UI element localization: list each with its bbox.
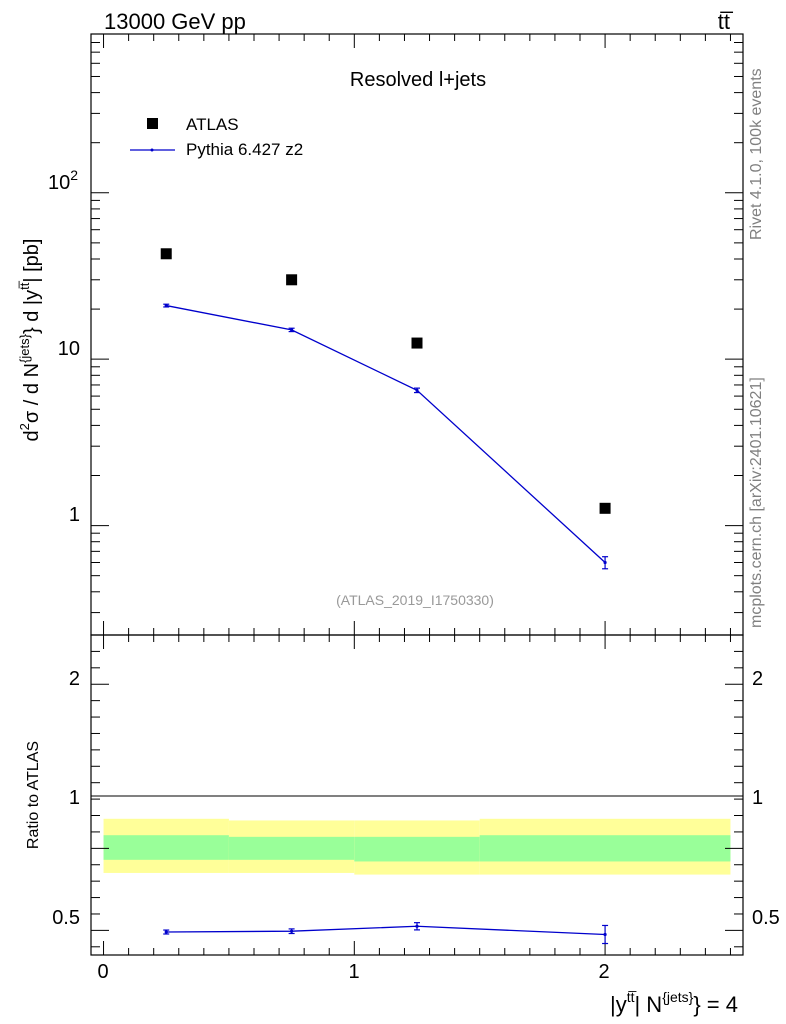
y-tick-label-10: 10: [58, 338, 80, 360]
ratio-band-inner: [479, 835, 731, 862]
pythia-point: [415, 388, 419, 392]
x-tick-label-0: 0: [97, 961, 108, 983]
main-y-ticks: [91, 33, 743, 614]
ratio-data-marks: [163, 922, 609, 945]
ratio-y-axis-label: Ratio to ATLAS: [25, 741, 42, 849]
legend-pythia-label: Pythia 6.427 z2: [186, 140, 303, 159]
ratio-point: [164, 930, 168, 934]
main-panel: Resolved l+jets (ATLAS_2019_I1750330) 1 …: [17, 33, 744, 636]
atlas-point: [599, 502, 611, 514]
chart-title: Resolved l+jets: [350, 69, 486, 91]
ratio-ticks: [91, 634, 743, 955]
ratio-point: [603, 932, 607, 937]
pythia-point: [290, 328, 294, 332]
atlas-point: [160, 248, 172, 260]
ratio-point: [415, 924, 419, 928]
legend-atlas-label: ATLAS: [186, 115, 239, 134]
atlas-point: [411, 337, 423, 349]
ratio-y-tick-label-right-0.5: 0.5: [752, 907, 780, 929]
ratio-panel: 2 1 0.5 2 1 0.5 0 1 2 Ratio to ATLAS |yt…: [25, 634, 780, 1017]
ratio-bands: [103, 818, 731, 875]
main-y-axis-label: d2σ / d N{jets}} d |ytt̅| [pb]: [17, 239, 43, 442]
x-tick-label-1: 1: [348, 961, 359, 983]
process-label: tt̅: [718, 9, 734, 34]
main-x-ticks: [103, 34, 731, 635]
rivet-label: Rivet 4.1.0, 100k events: [748, 68, 765, 240]
ratio-y-tick-label-right-2: 2: [752, 668, 763, 690]
legend-pythia-marker: [150, 148, 154, 152]
pythia-point: [164, 303, 168, 308]
pythia-line: [166, 304, 606, 563]
ratio-y-tick-label-1: 1: [69, 787, 80, 809]
ratio-point: [290, 929, 294, 933]
y-tick-label-100: 102: [48, 167, 78, 194]
x-axis-label: |ytt̅| N{jets}} = 4: [610, 989, 738, 1017]
source-label: mcplots.cern.ch [arXiv:2401.10621]: [748, 377, 765, 628]
energy-label: 13000 GeV pp: [104, 9, 246, 34]
ratio-y-tick-label-right-1: 1: [752, 787, 763, 809]
x-tick-label-2: 2: [598, 961, 609, 983]
main-data-marks: [160, 248, 611, 570]
ratio-frame: [90, 634, 744, 956]
ratio-y-tick-label-2: 2: [69, 668, 80, 690]
y-tick-label-1: 1: [69, 504, 80, 526]
ratio-band-inner: [228, 836, 355, 860]
ratio-pythia-line: [166, 925, 606, 936]
atlas-point: [286, 274, 298, 286]
ratio-band-inner: [354, 836, 480, 862]
ratio-y-tick-label-0.5: 0.5: [52, 907, 80, 929]
pythia-point: [603, 560, 607, 565]
legend-atlas-marker: [147, 118, 158, 129]
ratio-band-inner: [103, 835, 229, 860]
analysis-watermark: (ATLAS_2019_I1750330): [336, 592, 494, 608]
